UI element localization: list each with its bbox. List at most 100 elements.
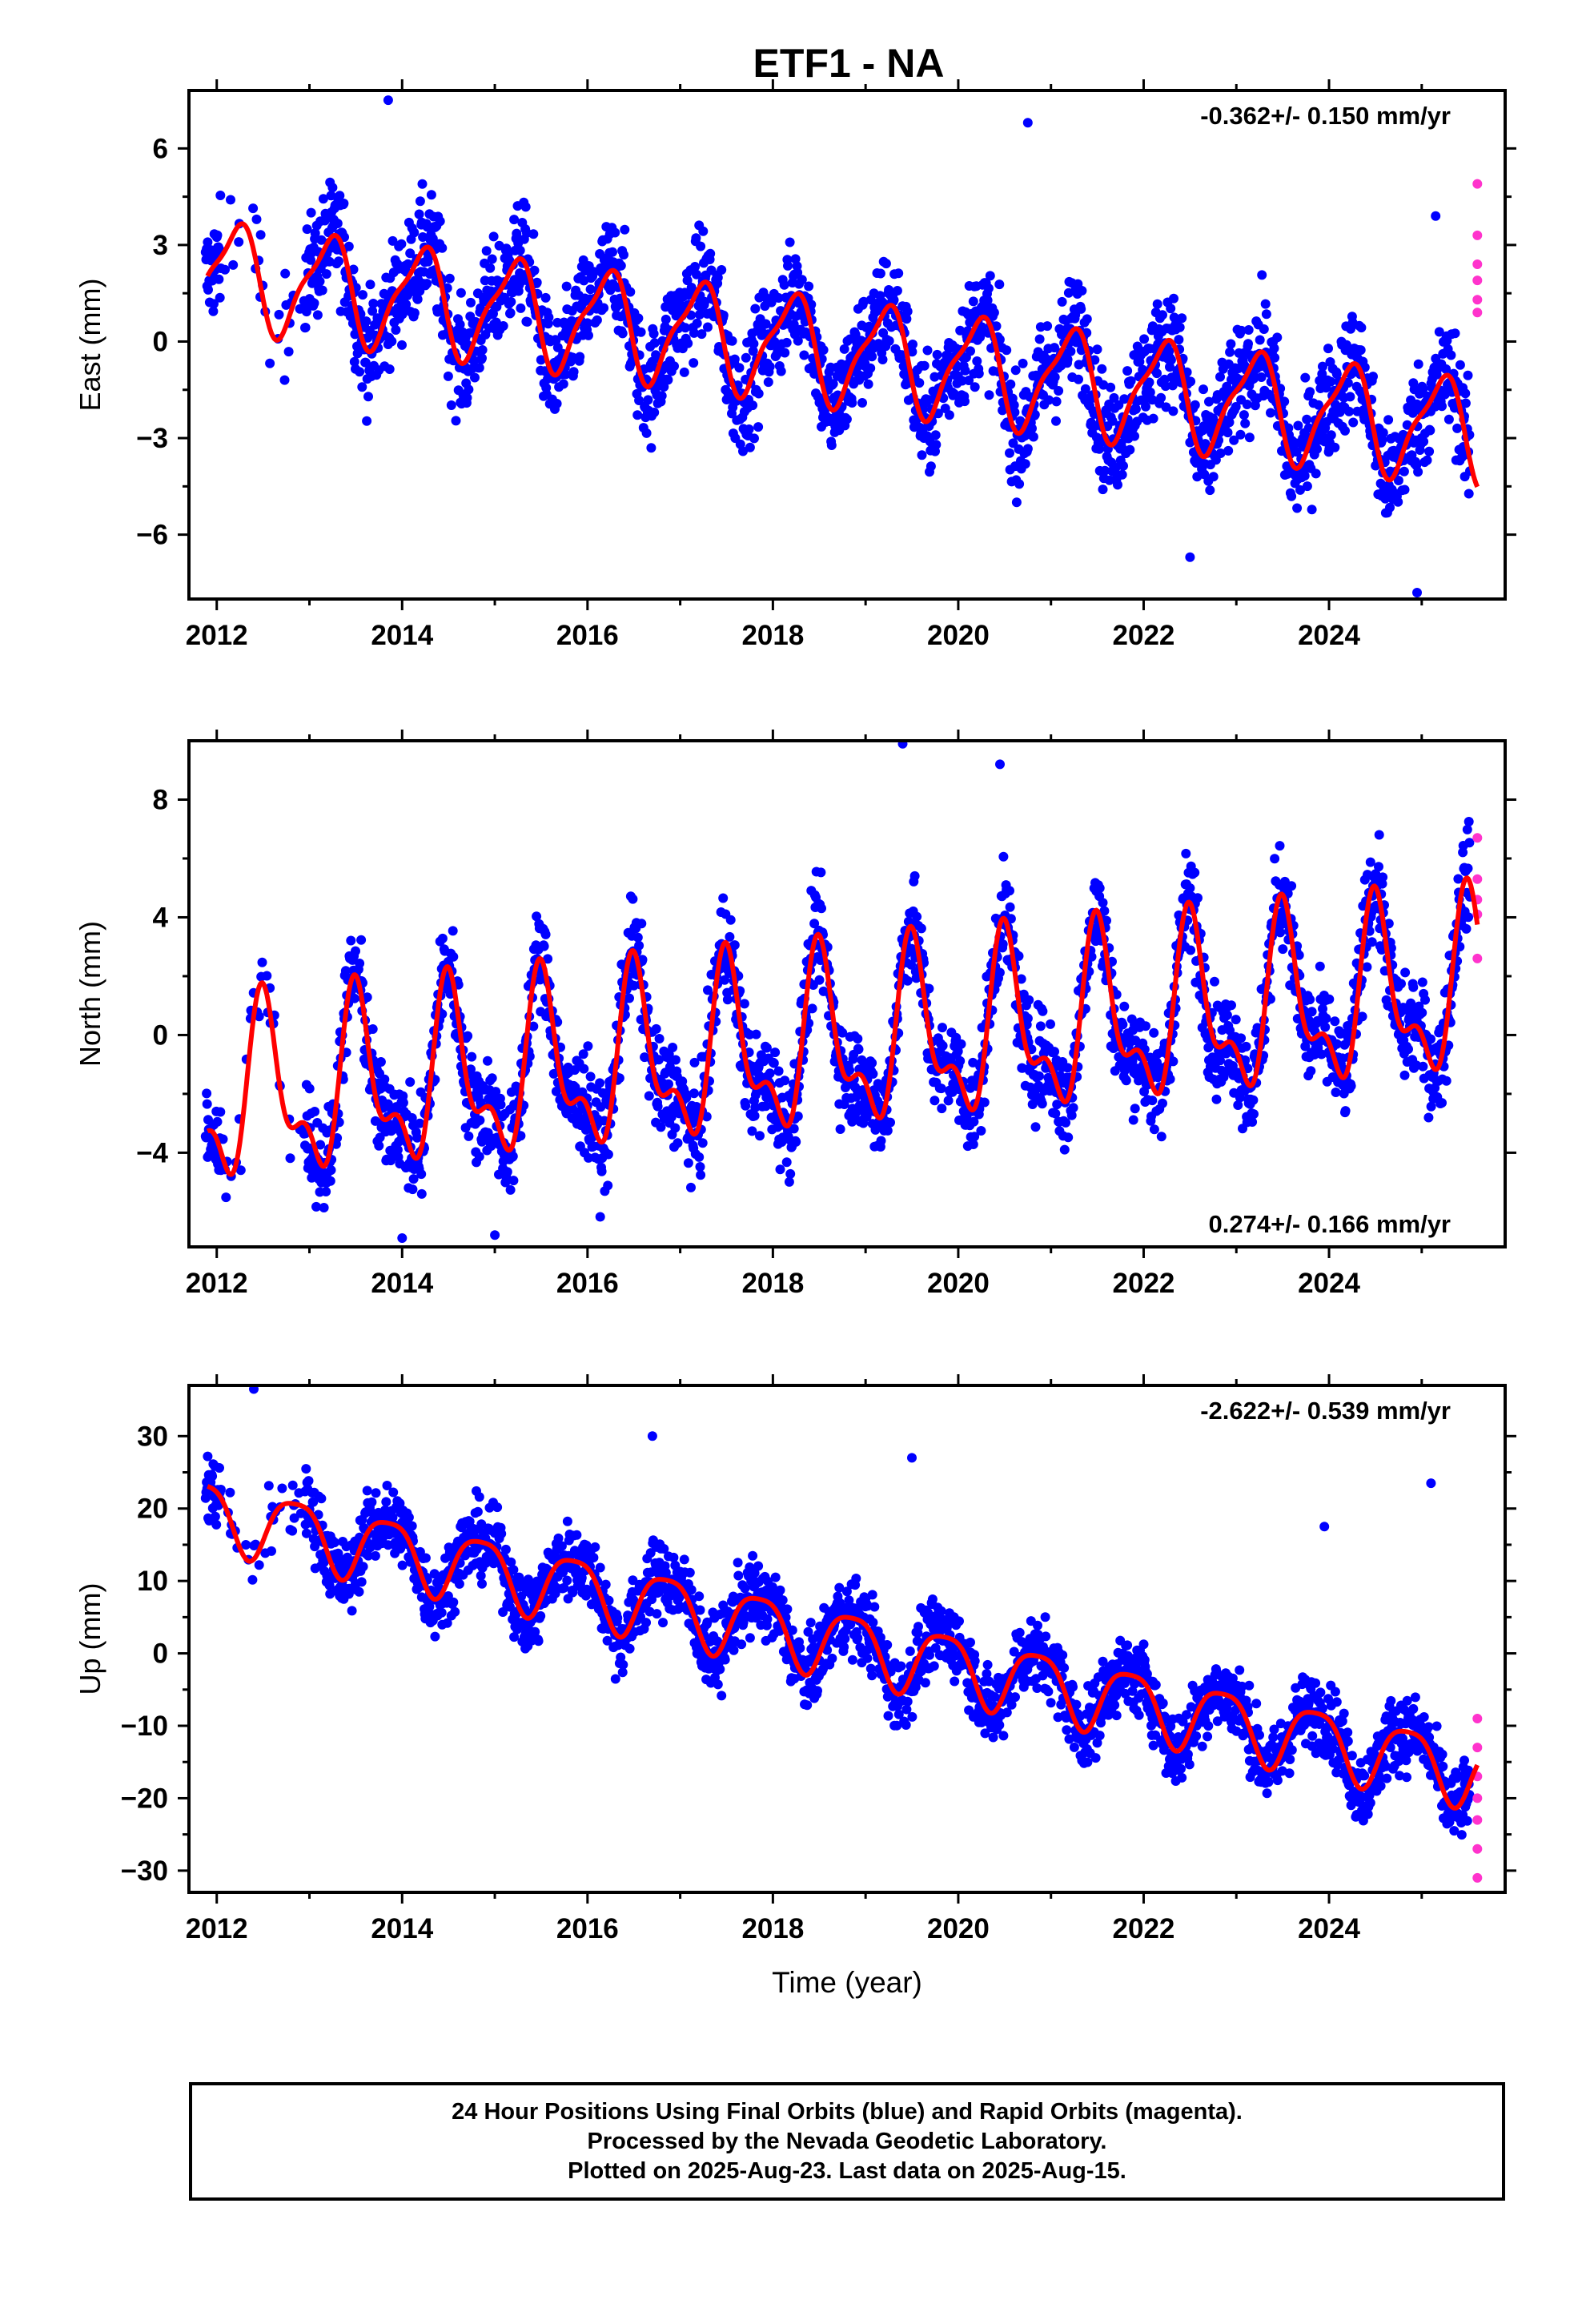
data-point — [1272, 332, 1283, 343]
data-point — [968, 1057, 978, 1068]
data-point — [416, 1169, 427, 1180]
data-point — [654, 1034, 665, 1043]
data-point — [387, 336, 397, 347]
data-point — [1247, 1117, 1258, 1127]
data-point — [1010, 365, 1021, 376]
data-point — [694, 309, 705, 320]
data-point — [362, 416, 372, 426]
data-point — [1355, 345, 1366, 356]
data-point — [1109, 392, 1119, 403]
data-point — [1024, 995, 1034, 1005]
data-point — [1152, 368, 1162, 379]
chart-title: ETF1 - NA — [753, 41, 945, 86]
data-point — [387, 1512, 398, 1522]
data-point — [644, 1091, 654, 1101]
data-point — [1374, 830, 1384, 840]
data-point — [1399, 1070, 1410, 1080]
data-point — [1463, 863, 1473, 874]
data-point — [876, 1136, 886, 1146]
data-point — [780, 348, 790, 358]
data-point — [443, 371, 453, 381]
data-point — [1119, 1001, 1130, 1011]
data-point — [1126, 376, 1136, 386]
data-point — [1326, 376, 1336, 387]
data-point — [700, 296, 710, 307]
data-point — [1326, 430, 1336, 440]
data-point — [1249, 1109, 1259, 1120]
data-point — [1211, 1094, 1222, 1104]
data-point — [235, 1165, 246, 1176]
data-point — [1331, 369, 1342, 380]
data-point — [1464, 838, 1475, 848]
data-point — [670, 1055, 681, 1065]
data-point — [1307, 505, 1317, 515]
data-point — [977, 322, 987, 332]
data-point — [1236, 325, 1247, 336]
data-point — [1408, 982, 1419, 992]
data-point — [215, 1107, 226, 1117]
data-point — [781, 337, 792, 348]
data-point — [889, 295, 899, 305]
data-point — [1027, 424, 1037, 433]
data-point — [515, 245, 525, 255]
model-fit-line — [206, 875, 1480, 1177]
data-point — [924, 983, 934, 994]
data-point — [1111, 989, 1122, 999]
data-point — [221, 1192, 231, 1203]
data-point — [739, 999, 749, 1009]
data-point — [691, 233, 701, 243]
data-point — [989, 308, 999, 318]
data-point — [448, 951, 459, 962]
data-point — [1426, 1034, 1435, 1044]
data-point — [857, 398, 867, 408]
data-point — [1226, 339, 1236, 349]
data-point — [464, 1131, 474, 1141]
data-point — [791, 1136, 801, 1147]
x-tick-label: 2018 — [741, 620, 804, 651]
data-point — [1166, 304, 1176, 314]
data-point — [329, 1538, 339, 1548]
data-point — [1102, 915, 1111, 926]
data-point — [522, 316, 532, 327]
data-point — [960, 365, 970, 376]
y-tick-label: 6 — [153, 133, 168, 164]
data-point — [748, 400, 758, 411]
data-point — [908, 340, 917, 349]
data-point — [262, 971, 272, 981]
data-point — [560, 369, 571, 380]
data-point — [483, 1055, 492, 1066]
data-point — [628, 894, 638, 904]
data-point — [853, 1044, 864, 1055]
data-point — [955, 325, 966, 336]
data-point — [1462, 824, 1472, 834]
data-point — [722, 995, 733, 1005]
data-point — [1225, 347, 1235, 357]
data-point — [1460, 388, 1471, 399]
data-point — [901, 314, 912, 324]
data-point — [1383, 415, 1394, 425]
data-point — [1161, 402, 1171, 412]
data-point — [343, 241, 354, 251]
data-point — [1038, 1006, 1048, 1016]
data-point — [1130, 431, 1139, 441]
data-point — [1243, 325, 1254, 335]
data-point — [1063, 1132, 1074, 1143]
data-point — [1330, 1016, 1340, 1027]
outlier-point — [1185, 552, 1195, 562]
data-point — [407, 1113, 417, 1123]
data-point — [1231, 402, 1241, 412]
data-point — [365, 279, 375, 290]
data-point — [690, 262, 701, 271]
data-point — [1185, 883, 1195, 893]
data-point — [636, 919, 647, 929]
data-point — [917, 450, 927, 460]
data-point — [1244, 432, 1255, 443]
data-point — [1399, 466, 1409, 476]
data-point — [437, 243, 448, 253]
data-point — [351, 946, 360, 956]
data-point — [1302, 481, 1312, 492]
data-point — [1008, 438, 1018, 448]
data-point — [509, 215, 520, 225]
data-point — [863, 379, 873, 389]
data-point — [1125, 444, 1135, 455]
